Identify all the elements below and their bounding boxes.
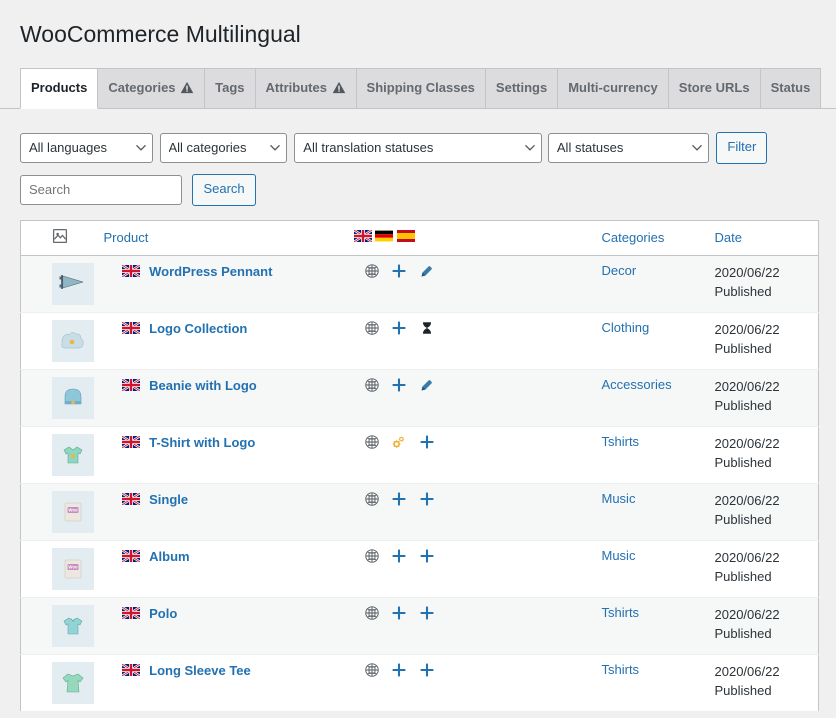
svg-text:Woo: Woo bbox=[68, 507, 78, 512]
svg-text:Woo: Woo bbox=[68, 564, 78, 569]
